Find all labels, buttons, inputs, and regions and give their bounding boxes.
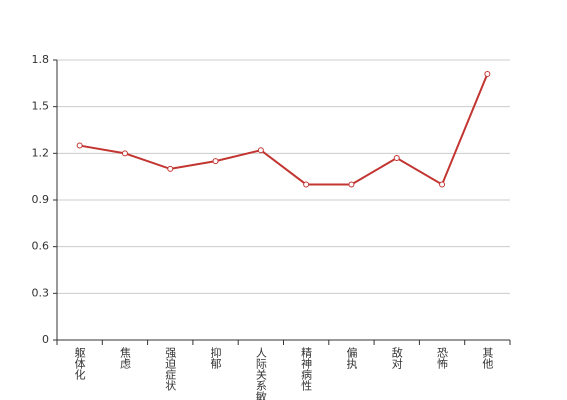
point bbox=[439, 181, 446, 188]
point bbox=[212, 158, 219, 165]
y-tick-label: 0.6 bbox=[32, 240, 50, 253]
point bbox=[484, 71, 491, 77]
point bbox=[303, 181, 310, 188]
point bbox=[167, 165, 174, 172]
point bbox=[76, 142, 83, 149]
y-tick-label: 0.9 bbox=[32, 193, 50, 206]
x-tick-label: 精神病性 bbox=[300, 347, 313, 392]
point bbox=[121, 150, 128, 157]
x-tick-label: 恐怖 bbox=[436, 347, 449, 369]
y-tick-label: 1.8 bbox=[32, 53, 50, 66]
point bbox=[348, 181, 355, 188]
x-tick-label: 其他 bbox=[481, 347, 494, 369]
x-tick-label: 躯体化 bbox=[73, 347, 86, 381]
x-tick-label: 焦虑 bbox=[118, 347, 131, 369]
x-tick-label: 抑郁 bbox=[209, 346, 222, 369]
x-tick-label: 敌对 bbox=[390, 346, 403, 369]
y-tick-label: 1.2 bbox=[32, 146, 50, 159]
point bbox=[257, 147, 264, 154]
x-tick-label: 偏执 bbox=[345, 346, 358, 370]
x-tick-label: 人际关系敏感 bbox=[254, 347, 267, 400]
point bbox=[393, 155, 400, 161]
x-tick-label: 强迫症状 bbox=[164, 347, 177, 391]
y-tick-label: 0 bbox=[42, 333, 49, 346]
line bbox=[79, 73, 489, 186]
y-tick-label: 1.5 bbox=[32, 100, 50, 113]
y-tick-label: 0.3 bbox=[32, 286, 50, 299]
